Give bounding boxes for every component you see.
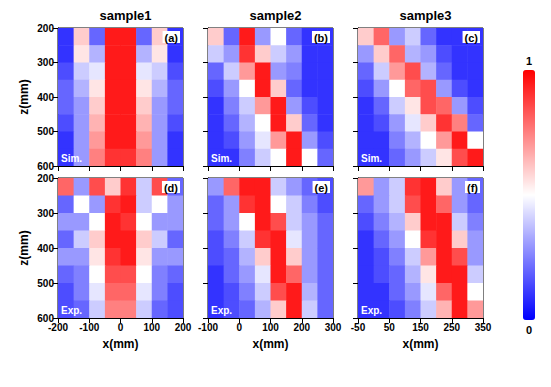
svg-text:(f): (f) [467,182,478,194]
svg-text:1: 1 [526,55,532,67]
svg-text:(d): (d) [164,182,178,194]
svg-text:(e): (e) [315,182,329,194]
svg-text:200: 200 [175,322,192,333]
svg-text:400: 400 [37,92,54,103]
svg-text:-100: -100 [79,322,99,333]
svg-text:300: 300 [37,57,54,68]
svg-text:350: 350 [475,322,492,333]
svg-text:Exp.: Exp. [61,305,82,316]
svg-text:-50: -50 [351,322,366,333]
svg-text:(a): (a) [165,32,179,44]
svg-text:Exp.: Exp. [361,305,382,316]
svg-text:sample1: sample1 [99,8,151,23]
svg-text:250: 250 [443,322,460,333]
svg-text:150: 150 [412,322,429,333]
svg-text:100: 100 [143,322,160,333]
svg-text:50: 50 [384,322,396,333]
svg-text:Sim.: Sim. [61,153,82,164]
svg-text:-200: -200 [48,322,68,333]
svg-text:200: 200 [37,23,54,34]
svg-text:600: 600 [37,161,54,172]
svg-text:400: 400 [37,243,54,254]
svg-text:300: 300 [325,322,342,333]
svg-text:x(mm): x(mm) [252,337,288,351]
svg-text:Sim.: Sim. [211,153,232,164]
svg-text:z(mm): z(mm) [17,79,31,114]
svg-text:0: 0 [526,324,532,336]
svg-text:(b): (b) [314,32,328,44]
svg-text:0: 0 [118,322,124,333]
svg-text:-100: -100 [198,322,218,333]
svg-text:600: 600 [37,312,54,324]
svg-text:100: 100 [262,322,279,333]
svg-text:Exp.: Exp. [211,305,232,316]
svg-text:x(mm): x(mm) [402,337,438,351]
svg-text:200: 200 [293,322,310,333]
svg-text:500: 500 [37,126,54,137]
svg-text:300: 300 [37,208,54,219]
svg-text:z(mm): z(mm) [17,230,31,265]
svg-text:500: 500 [37,278,54,289]
svg-text:0: 0 [236,322,242,333]
svg-text:x(mm): x(mm) [102,337,138,351]
svg-text:Sim.: Sim. [361,153,382,164]
svg-text:sample2: sample2 [249,8,301,23]
svg-text:sample3: sample3 [399,8,451,23]
svg-text:(c): (c) [465,32,479,44]
svg-text:200: 200 [37,173,54,184]
